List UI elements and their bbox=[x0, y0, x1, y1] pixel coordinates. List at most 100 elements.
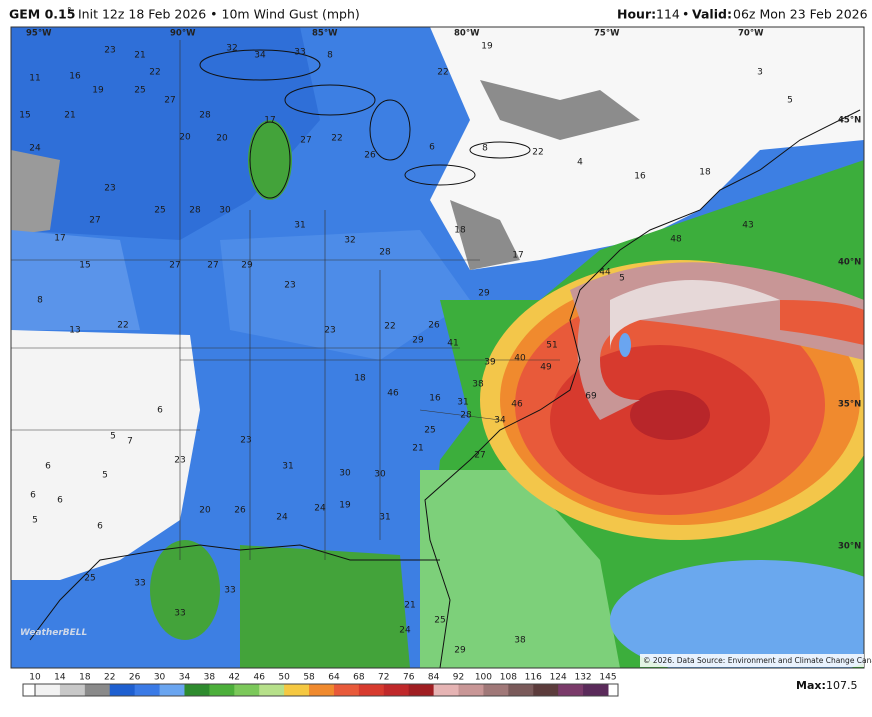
gust-value: 23 bbox=[284, 281, 295, 291]
gust-value: 5 bbox=[102, 471, 108, 481]
colorbar-label: 132 bbox=[574, 673, 591, 683]
map-frame bbox=[10, 26, 865, 669]
color-swatch bbox=[59, 684, 86, 696]
gust-value: 23 bbox=[104, 46, 115, 56]
run-info: Init 12z 18 Feb 2026 • 10m Wind Gust (mp… bbox=[78, 7, 360, 22]
geo-labels: 95°W 90°W 85°W 80°W 75°W 70°W 45°N 40°N … bbox=[20, 29, 872, 667]
gust-value: 8 bbox=[327, 51, 333, 61]
colorbar: 10 14 18 22 26 30 34 38 42 46 50 58 64 68 72 76 84 92 100 1… bbox=[22, 673, 619, 697]
gust-value: 49 bbox=[540, 363, 552, 373]
gust-value: 5 bbox=[110, 432, 116, 442]
credit-bg bbox=[640, 654, 864, 667]
gust-value: 16 bbox=[634, 172, 646, 182]
color-swatch bbox=[284, 684, 310, 696]
gust-value: 24 bbox=[29, 144, 41, 154]
gust-value: 5 bbox=[619, 274, 625, 284]
gust-value: 25 bbox=[434, 616, 445, 626]
calm-area bbox=[450, 200, 520, 270]
field bbox=[150, 540, 220, 640]
valid-label: Valid: bbox=[692, 7, 732, 22]
colorbar-label: 22 bbox=[104, 673, 115, 683]
gust-value: 6 bbox=[157, 406, 163, 416]
field bbox=[420, 470, 620, 668]
gust-value: 33 bbox=[224, 586, 235, 596]
lon-label: 80°W bbox=[454, 29, 480, 39]
gust-value: 27 bbox=[207, 261, 218, 271]
gust-value: 27 bbox=[300, 136, 311, 146]
hour: 114 bbox=[656, 7, 680, 22]
gust-value: 29 bbox=[241, 261, 253, 271]
gust-value: 31 bbox=[457, 398, 468, 408]
gust-value: 22 bbox=[331, 134, 342, 144]
valid-time: 06z Mon 23 Feb 2026 bbox=[733, 7, 868, 22]
colorbar-label: 108 bbox=[500, 673, 517, 683]
gust-value: 25 bbox=[154, 206, 165, 216]
lat-label: 45°N bbox=[838, 116, 861, 126]
gust-value: 8 bbox=[482, 144, 488, 154]
field bbox=[240, 545, 410, 668]
gust-value: 25 bbox=[134, 86, 145, 96]
color-swatch bbox=[383, 684, 410, 696]
gust-value: 26 bbox=[428, 321, 440, 331]
gust-value: 6 bbox=[30, 491, 36, 501]
gust-value: 23 bbox=[174, 456, 185, 466]
gust-value: 40 bbox=[514, 354, 526, 364]
gust-value: 6 bbox=[57, 496, 63, 506]
logo: WeatherBELL bbox=[20, 628, 88, 638]
gust-value: 24 bbox=[276, 513, 288, 523]
field bbox=[630, 390, 710, 440]
colorbar-label: 92 bbox=[453, 673, 464, 683]
gust-value: 17 bbox=[54, 234, 65, 244]
colorbar-label: 72 bbox=[378, 673, 389, 683]
gust-value: 8 bbox=[37, 296, 43, 306]
lon-label: 95°W bbox=[26, 29, 52, 39]
gust-value: 33 bbox=[174, 609, 185, 619]
color-swatch bbox=[583, 684, 609, 696]
gust-value: 4 bbox=[577, 158, 583, 168]
field bbox=[610, 280, 780, 350]
gust-value: 16 bbox=[429, 394, 441, 404]
gust-value: 5 bbox=[787, 96, 793, 106]
gust-value: 41 bbox=[447, 339, 458, 349]
gust-value: 6 bbox=[45, 462, 51, 472]
calm-area bbox=[430, 27, 864, 270]
gust-value: 22 bbox=[117, 321, 128, 331]
lon-label: 90°W bbox=[170, 29, 196, 39]
gust-value: 29 bbox=[478, 289, 490, 299]
gust-value: 32 bbox=[344, 236, 355, 246]
gust-value: 21 bbox=[64, 111, 75, 121]
gust-value: 69 bbox=[585, 392, 597, 402]
gust-value: 27 bbox=[169, 261, 180, 271]
lon-label: 70°W bbox=[738, 29, 764, 39]
colorbar-label: 42 bbox=[229, 673, 240, 683]
calm-area bbox=[11, 330, 200, 580]
color-swatch bbox=[309, 684, 335, 696]
gust-value: 30 bbox=[219, 206, 231, 216]
gust-value: 43 bbox=[742, 221, 753, 231]
colorbar-label: 30 bbox=[154, 673, 166, 683]
gust-value: 46 bbox=[387, 389, 399, 399]
separator: • bbox=[682, 7, 689, 22]
gust-value: 15 bbox=[79, 261, 90, 271]
color-swatch bbox=[408, 684, 435, 696]
gust-value: 18 bbox=[354, 374, 366, 384]
calm-area bbox=[11, 150, 60, 235]
colorbar-label: 58 bbox=[303, 673, 315, 683]
gust-value: 19 bbox=[92, 86, 104, 96]
gust-value: 23 bbox=[104, 184, 115, 194]
color-swatch bbox=[35, 684, 61, 696]
field bbox=[220, 230, 470, 360]
gust-value: 24 bbox=[314, 504, 326, 514]
gust-value: 20 bbox=[216, 134, 228, 144]
colorbar-label: 38 bbox=[204, 673, 216, 683]
gust-value: 24 bbox=[399, 626, 411, 636]
gust-value: 31 bbox=[379, 513, 390, 523]
colorbar-label: 64 bbox=[328, 673, 340, 683]
field bbox=[11, 27, 320, 240]
gust-value: 17 bbox=[264, 116, 275, 126]
gust-value: 38 bbox=[472, 380, 484, 390]
field bbox=[11, 230, 140, 330]
gust-value: 21 bbox=[134, 51, 145, 61]
gust-value: 30 bbox=[339, 469, 351, 479]
gust-value: 27 bbox=[164, 96, 175, 106]
